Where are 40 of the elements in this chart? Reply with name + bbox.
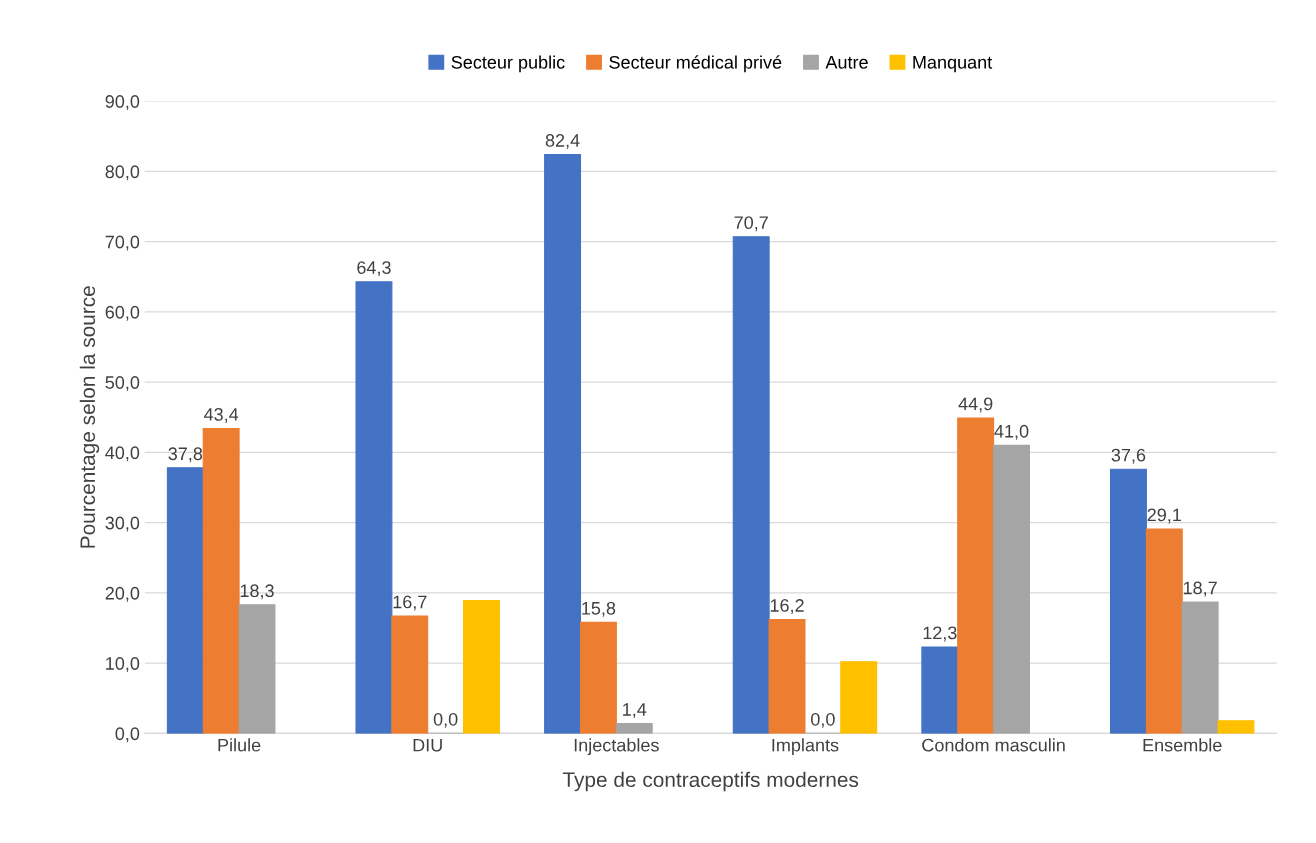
y-tick-label: 20,0	[105, 586, 140, 602]
data-label: 82,4	[545, 134, 580, 149]
data-label: 70,7	[734, 216, 768, 232]
y-tick-label: 10,0	[106, 657, 140, 673]
data-label: 37,6	[1111, 448, 1146, 464]
data-label: 37,8	[168, 447, 203, 463]
data-label: 15,8	[582, 601, 616, 617]
y-tick-label: 80,0	[105, 165, 140, 181]
y-tick-label: 30,0	[105, 516, 140, 532]
data-label: 0,0	[433, 712, 458, 728]
y-tick-label: 70,0	[105, 235, 140, 251]
x-tick-label: Ensemble	[1143, 738, 1222, 752]
x-tick-label: Implants	[772, 738, 839, 756]
x-tick-label: Condom masculin	[922, 738, 1065, 752]
data-label: 16,7	[393, 595, 427, 611]
y-tick-label: 0,0	[115, 727, 140, 743]
x-tick-label: Injectables	[574, 738, 659, 756]
y-tick-label: 50,0	[105, 376, 140, 392]
data-label: 18,7	[1183, 581, 1217, 597]
legend-label: Secteur médical privé	[609, 55, 782, 73]
legend-label: Secteur public	[451, 55, 565, 73]
y-tick-label: 90,0	[105, 95, 140, 111]
data-label: 1,4	[623, 703, 647, 718]
data-label: 18,3	[240, 584, 274, 600]
y-tick-label: 40,0	[105, 446, 140, 462]
data-label: 12,3	[923, 626, 957, 642]
data-label: 64,3	[357, 261, 391, 277]
x-axis-title: Type de contraceptifs modernes	[562, 771, 859, 792]
x-tick-label: Pilule	[218, 738, 261, 752]
data-label: 43,4	[204, 408, 239, 423]
data-label: 29,1	[1147, 508, 1181, 524]
y-tick-label: 60,0	[105, 305, 140, 321]
legend-label: Autre	[825, 56, 868, 69]
legend-label: Manquant	[913, 56, 993, 73]
data-label: 44,9	[958, 397, 993, 413]
data-label: 0,0	[811, 712, 835, 728]
data-label: 41,0	[994, 424, 1029, 440]
data-label: 16,2	[770, 599, 804, 614]
y-axis-title: Pourcentage selon la source	[79, 286, 100, 548]
x-tick-label: DIU	[413, 738, 442, 752]
